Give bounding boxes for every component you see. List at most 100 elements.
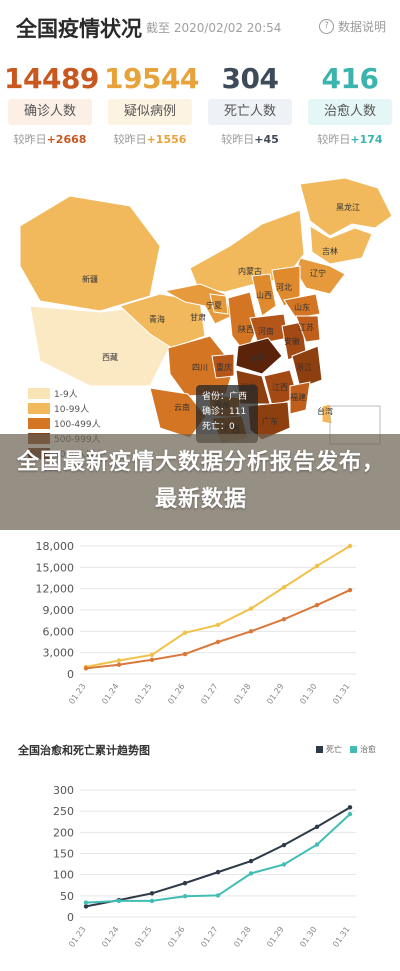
as-of-timestamp: 截至 2020/02/02 20:54 bbox=[146, 21, 282, 35]
province-region[interactable] bbox=[29, 305, 171, 387]
x-tick-label: 01.25 bbox=[133, 925, 154, 949]
x-tick-label: 01.29 bbox=[265, 682, 286, 706]
data-point bbox=[215, 639, 221, 645]
legend-label: 死亡 bbox=[326, 745, 342, 754]
province-label: 甘肃 bbox=[190, 312, 206, 322]
tooltip-province: 省份：广西 bbox=[202, 392, 248, 402]
province-region[interactable] bbox=[119, 293, 206, 349]
legend-swatch bbox=[350, 746, 357, 753]
stat-delta: 较昨日+174 bbox=[317, 133, 383, 146]
data-point bbox=[281, 617, 287, 622]
data-point bbox=[314, 824, 320, 830]
province-label: 青海 bbox=[149, 314, 165, 324]
tooltip-confirmed: 确诊：111 bbox=[202, 407, 247, 417]
legend-swatch bbox=[28, 388, 50, 399]
data-point bbox=[215, 869, 221, 875]
legend-item: 1-9人 bbox=[28, 386, 104, 401]
chart1-svg: 18,000 15,000 12,000 9,000 6,000 3,000 001.23 0… bbox=[36, 540, 356, 706]
stat-label: 疑似病例 bbox=[108, 99, 192, 125]
data-point bbox=[281, 585, 287, 590]
series-line bbox=[85, 589, 351, 670]
data-point bbox=[182, 651, 188, 657]
province-label: 黑龙江 bbox=[336, 202, 360, 212]
x-tick-label: 01.24 bbox=[100, 682, 121, 706]
province-region[interactable] bbox=[291, 345, 323, 389]
x-tick-label: 01.26 bbox=[166, 682, 187, 706]
province-label: 安徽 bbox=[284, 336, 300, 346]
province-label: 山西 bbox=[256, 290, 272, 300]
data-point bbox=[314, 842, 320, 847]
header: 全国疫情状况 截至 2020/02/02 20:54 ? 数据说明 bbox=[0, 0, 400, 54]
legend-label: 100-499人 bbox=[54, 420, 101, 430]
x-tick-label: 01.27 bbox=[199, 925, 220, 949]
data-point bbox=[149, 898, 155, 904]
data-point bbox=[215, 893, 221, 898]
page-title: 全国疫情状况 bbox=[16, 17, 142, 41]
stat-number: 304 bbox=[221, 62, 279, 95]
province-region[interactable] bbox=[283, 293, 321, 319]
province-label: 吉林 bbox=[322, 246, 338, 256]
y-tick-label: 15,000 bbox=[36, 561, 75, 574]
legend-item: 10-99人 bbox=[28, 401, 104, 416]
province-region[interactable] bbox=[289, 381, 311, 415]
province-region[interactable] bbox=[299, 177, 393, 237]
x-tick-label: 01.30 bbox=[298, 682, 319, 706]
y-tick-label: 50 bbox=[60, 890, 74, 903]
data-point bbox=[83, 666, 89, 671]
map-tooltip: 省份：广西 确诊：111 死亡：0 bbox=[196, 385, 258, 443]
stats-row: 14489 确诊人数 较昨日+2668 19544 疑似病例 较昨日+1556 304 死亡人… bbox=[0, 62, 400, 157]
legend-label: 1-9人 bbox=[54, 390, 78, 400]
x-tick-label: 01.29 bbox=[265, 925, 286, 949]
province-region[interactable] bbox=[251, 273, 277, 317]
x-tick-label: 01.30 bbox=[298, 925, 319, 949]
data-point bbox=[149, 657, 155, 662]
data-point bbox=[149, 891, 155, 896]
data-point bbox=[83, 904, 89, 909]
province-label: 西藏 bbox=[102, 352, 118, 362]
province-label: 四川 bbox=[192, 363, 208, 372]
province-region[interactable] bbox=[209, 293, 229, 315]
chart2-legend: 死亡 治愈 bbox=[316, 744, 376, 755]
data-point bbox=[281, 842, 287, 848]
china-map[interactable]: 黑龙江吉林辽宁内蒙古新疆西藏青海甘肃宁夏陕西山西河北山东河南湖北湖南江西安徽江苏… bbox=[0, 166, 400, 466]
stat-delta: 较昨日+2668 bbox=[13, 133, 87, 146]
province-region[interactable] bbox=[163, 283, 233, 325]
stat-card: 304 死亡人数 较昨日+45 bbox=[204, 62, 296, 157]
province-label: 重庆 bbox=[216, 362, 232, 372]
legend-swatch bbox=[316, 746, 323, 753]
province-label: 福建 bbox=[290, 392, 306, 402]
province-region[interactable] bbox=[227, 291, 259, 355]
data-point bbox=[347, 805, 353, 810]
y-tick-label: 150 bbox=[53, 848, 74, 861]
data-point bbox=[182, 630, 188, 635]
province-region[interactable] bbox=[211, 353, 235, 379]
stat-number: 19544 bbox=[104, 62, 199, 95]
stat-label: 确诊人数 bbox=[8, 99, 92, 125]
province-region[interactable] bbox=[295, 315, 321, 343]
y-tick-label: 12,000 bbox=[36, 583, 75, 596]
legend-item: 100-499人 bbox=[28, 416, 104, 431]
y-tick-label: 0 bbox=[67, 668, 74, 681]
province-label: 新疆 bbox=[82, 274, 98, 284]
series-line bbox=[85, 806, 351, 908]
x-tick-label: 01.23 bbox=[67, 925, 88, 949]
province-label: 湖北 bbox=[250, 353, 266, 362]
legend-label: 治愈 bbox=[360, 745, 376, 754]
stat-card: 14489 确诊人数较昨日+2668 bbox=[4, 62, 99, 157]
legend-swatch bbox=[28, 418, 50, 429]
y-tick-label: 9,000 bbox=[43, 604, 75, 617]
data-point bbox=[347, 543, 353, 549]
stat-card: 19544 疑似病例 较昨日+1556 bbox=[104, 62, 199, 157]
province-region[interactable] bbox=[235, 337, 283, 375]
headline-text: 全国最新疫情大数据分析报告发布，最新数据 bbox=[16, 450, 385, 512]
province-label: 河南 bbox=[258, 326, 274, 336]
x-tick-label: 01.23 bbox=[67, 682, 88, 706]
x-tick-label: 01.26 bbox=[166, 925, 187, 949]
province-label: 陕西 bbox=[238, 324, 254, 334]
data-help-link[interactable]: ? 数据说明 bbox=[318, 18, 386, 35]
y-tick-label: 6,000 bbox=[43, 625, 75, 638]
stat-number: 14489 bbox=[4, 62, 99, 95]
province-region[interactable] bbox=[19, 195, 161, 312]
province-region[interactable] bbox=[309, 225, 373, 265]
data-point bbox=[116, 658, 122, 663]
